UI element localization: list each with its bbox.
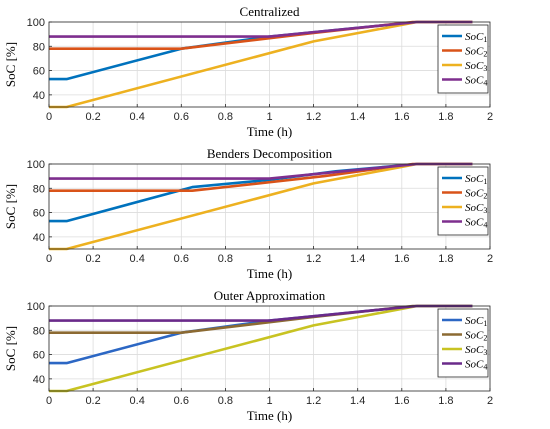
x-axis-label: Time (h)	[247, 266, 292, 281]
legend-label-soc2: SoC2	[465, 188, 487, 201]
x-tick-label: 1.2	[306, 395, 321, 407]
y-axis-label: SoC [%]	[3, 42, 18, 87]
chart-panel-2: 0 0.2 0.4 0.6 0.8 1 1.2 1.4 1.6 1.8 2 40 60 80 100 Bend…	[3, 146, 493, 281]
y-tick-label: 100	[27, 17, 45, 29]
y-axis-label: SoC [%]	[3, 184, 18, 229]
x-tick-label: 2	[487, 395, 493, 407]
x-tick-label: 1.6	[394, 395, 409, 407]
legend-label-soc2: SoC2	[465, 330, 487, 343]
x-tick-label: 2	[487, 111, 493, 123]
x-tick-label: 1.2	[306, 253, 321, 265]
y-tick-label: 100	[27, 159, 45, 171]
y-axis-label: SoC [%]	[3, 326, 18, 371]
x-tick-label: 0.4	[130, 111, 145, 123]
x-tick-label: 1.4	[350, 253, 365, 265]
x-tick-label: 1.6	[394, 111, 409, 123]
x-axis-label: Time (h)	[247, 408, 292, 423]
x-tick-label: 0.2	[85, 253, 100, 265]
x-tick-label: 0.8	[218, 111, 233, 123]
x-tick-label: 0	[46, 395, 52, 407]
x-tick-label: 1	[266, 253, 272, 265]
y-tick-label: 40	[33, 374, 45, 386]
y-tick-label: 60	[33, 350, 45, 362]
x-tick-label: 0.2	[85, 395, 100, 407]
y-tick-label: 60	[33, 66, 45, 78]
x-tick-label: 1	[266, 395, 272, 407]
x-tick-label: 0	[46, 111, 52, 123]
x-tick-label: 1	[266, 111, 272, 123]
x-tick-label: 1.2	[306, 111, 321, 123]
chart-title: Benders Decomposition	[207, 146, 333, 161]
chart-panel-1: 0 0.2 0.4 0.6 0.8 1 1.2 1.4 1.6 1.8 2 40 60 80 100 Cent…	[3, 4, 493, 139]
x-tick-label: 0.4	[130, 395, 145, 407]
x-tick-label: 1.4	[350, 395, 365, 407]
y-tick-label: 80	[33, 183, 45, 195]
x-tick-label: 0.6	[174, 395, 189, 407]
x-tick-label: 1.8	[438, 111, 453, 123]
legend-label-soc2: SoC2	[465, 46, 487, 59]
x-tick-label: 0.8	[218, 253, 233, 265]
legend-label-soc4: SoC4	[465, 75, 487, 88]
x-axis-label: Time (h)	[247, 124, 292, 139]
x-tick-label: 0.4	[130, 253, 145, 265]
y-tick-label: 80	[33, 41, 45, 53]
legend-label-soc1: SoC1	[465, 173, 487, 186]
x-tick-label: 0.6	[174, 111, 189, 123]
legend-label-soc4: SoC4	[465, 359, 487, 372]
x-tick-label: 1.4	[350, 111, 365, 123]
x-tick-label: 2	[487, 253, 493, 265]
x-tick-label: 1.8	[438, 253, 453, 265]
chart-panel-3: 0 0.2 0.4 0.6 0.8 1 1.2 1.4 1.6 1.8 2 40 60 80 100 Oute…	[3, 288, 493, 423]
y-tick-label: 100	[27, 301, 45, 313]
legend-label-soc4: SoC4	[465, 217, 487, 230]
legend-label-soc3: SoC3	[465, 344, 487, 357]
x-tick-label: 1.8	[438, 395, 453, 407]
legend-label-soc1: SoC1	[465, 31, 487, 44]
x-tick-label: 0.8	[218, 395, 233, 407]
legend-label-soc1: SoC1	[465, 315, 487, 328]
y-tick-label: 40	[33, 90, 45, 102]
y-tick-label: 60	[33, 208, 45, 220]
chart-title: Centralized	[240, 4, 300, 19]
x-tick-label: 1.6	[394, 253, 409, 265]
x-tick-label: 0	[46, 253, 52, 265]
legend-label-soc3: SoC3	[465, 202, 487, 215]
y-tick-label: 40	[33, 232, 45, 244]
chart-title: Outer Approximation	[214, 288, 326, 303]
x-tick-label: 0.6	[174, 253, 189, 265]
x-tick-label: 0.2	[85, 111, 100, 123]
y-tick-label: 80	[33, 325, 45, 337]
legend-label-soc3: SoC3	[465, 60, 487, 73]
